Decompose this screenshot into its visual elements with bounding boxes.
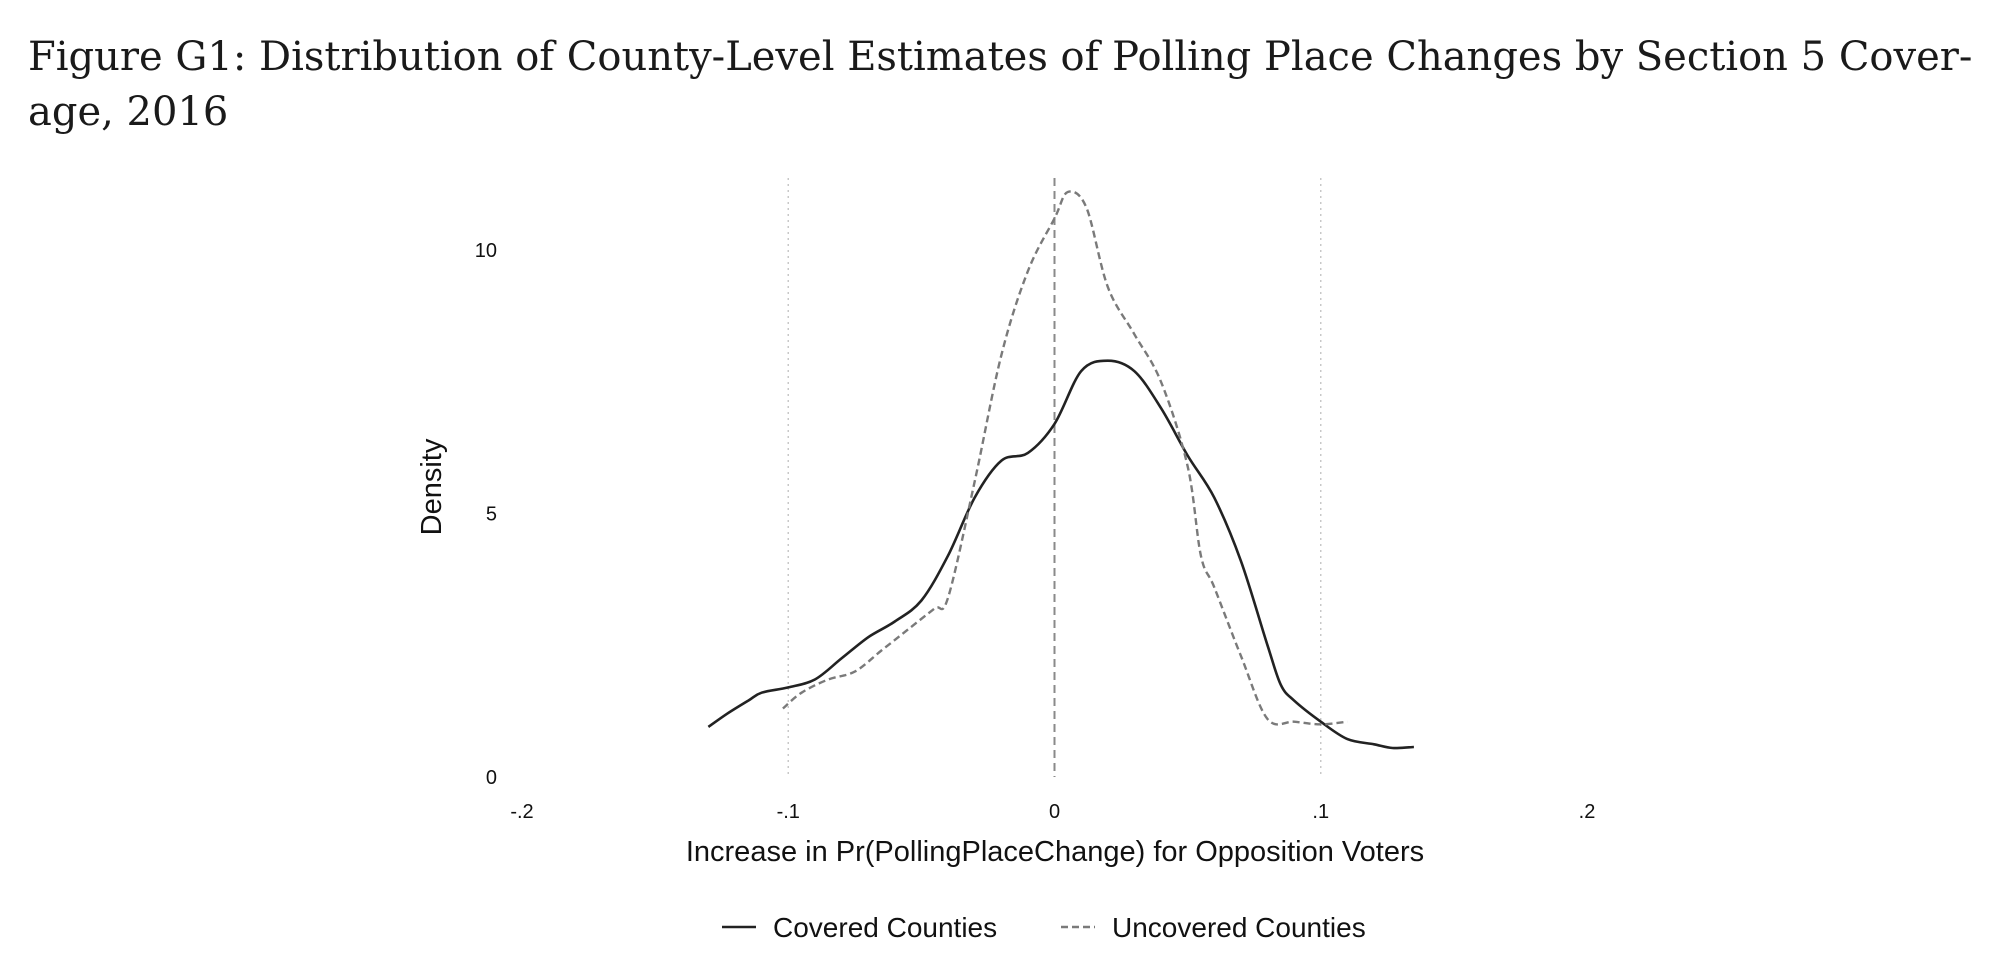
legend-label-covered: Covered Counties <box>773 912 997 943</box>
y-axis-ticks: 0 5 10 <box>475 240 497 789</box>
x-tick-label: .2 <box>1579 801 1596 823</box>
x-axis-title: Increase in Pr(PollingPlaceChange) for O… <box>686 836 1424 868</box>
y-tick-label: 10 <box>475 240 497 262</box>
y-tick-label: 5 <box>486 504 497 526</box>
y-axis-title: Density <box>416 438 448 535</box>
x-tick-label: 0 <box>1049 801 1060 823</box>
covered-counties-line <box>707 359 1414 750</box>
x-axis-ticks: -.2 -.1 0 .1 .2 <box>510 801 1595 823</box>
x-tick-label: .1 <box>1312 801 1329 823</box>
legend: Covered Counties Uncovered Counties <box>722 912 1366 943</box>
uncovered-counties-line <box>782 190 1348 726</box>
figure-title: Figure G1: Distribution of County-Level … <box>28 34 1973 135</box>
legend-label-uncovered: Uncovered Counties <box>1112 912 1366 943</box>
reference-lines <box>787 178 1322 777</box>
x-tick-label: -.1 <box>777 801 800 823</box>
x-tick-label: -.2 <box>510 801 533 823</box>
series-layer <box>707 190 1414 750</box>
y-tick-label: 0 <box>486 767 497 789</box>
